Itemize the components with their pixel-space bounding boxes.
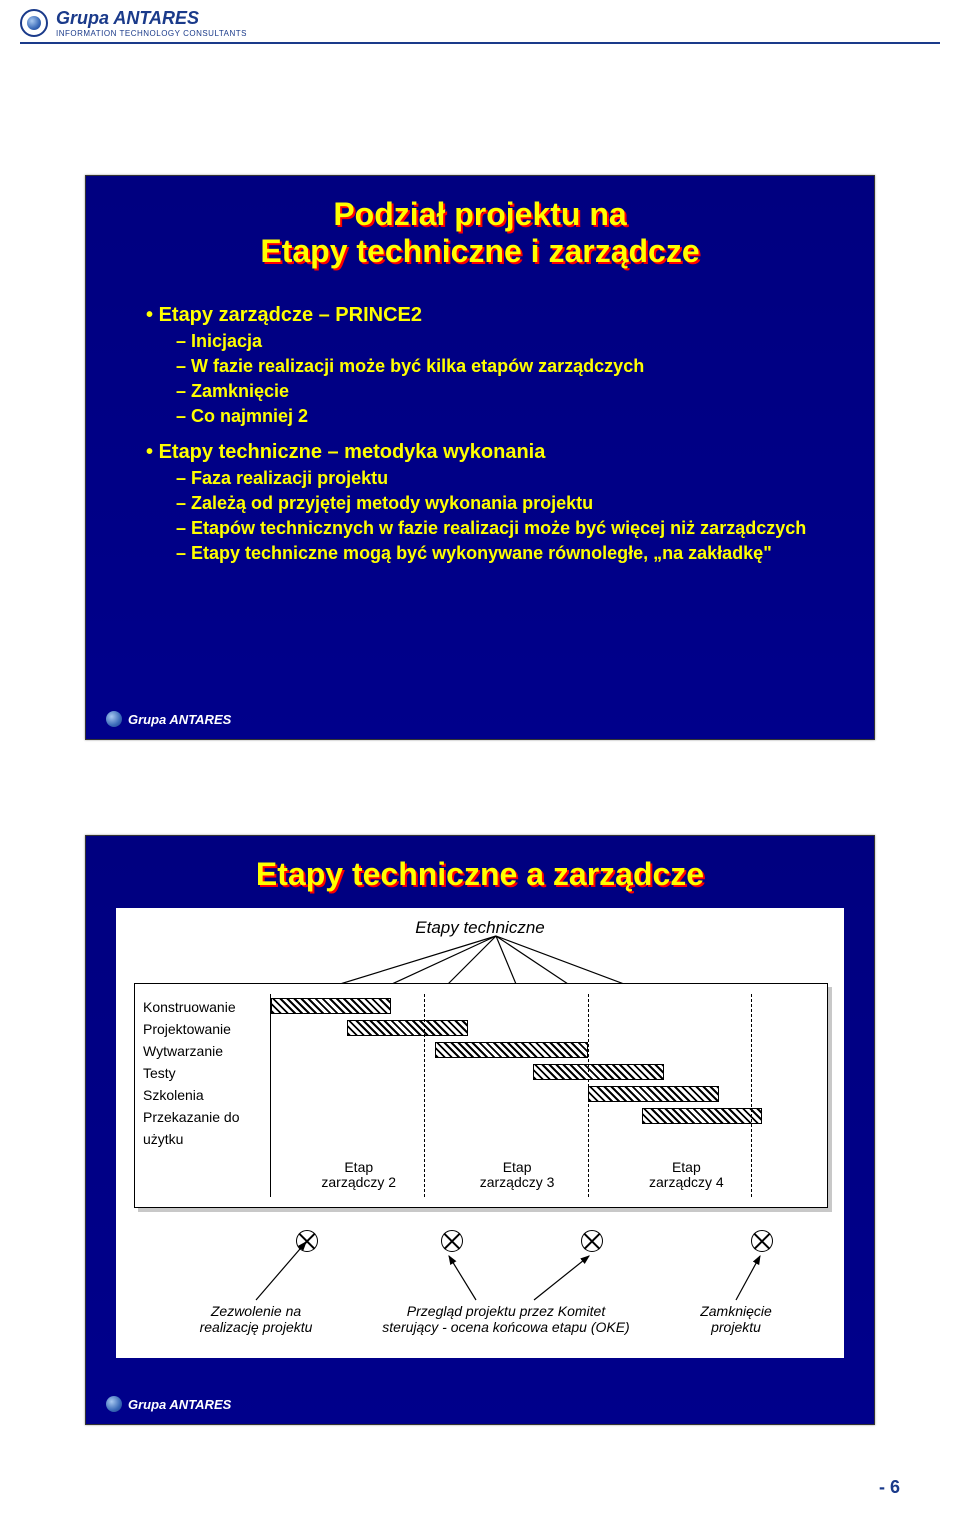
slide2-footer: Grupa ANTARES <box>106 1396 231 1412</box>
milestone-icon <box>296 1230 318 1252</box>
gantt-bar <box>642 1108 762 1124</box>
gantt-row-label: Szkolenia <box>143 1084 240 1106</box>
slide1-footer-text: Grupa ANTARES <box>128 712 231 727</box>
slide1-b1-2: W fazie realizacji może być kilka etapów… <box>176 356 814 377</box>
gantt-row-labels: KonstruowanieProjektowanieWytwarzanieTes… <box>143 996 240 1150</box>
logo-icon <box>20 9 48 37</box>
slide1-b1: Etapy zarządcze – PRINCE2 <box>146 304 814 327</box>
slide1-content: Etapy zarządcze – PRINCE2 Inicjacja W fa… <box>86 280 874 578</box>
page-number: - 6 <box>879 1477 900 1498</box>
brand-text: Grupa ANTARES INFORMATION TECHNOLOGY CON… <box>56 8 247 38</box>
slide1-b1-1: Inicjacja <box>176 331 814 352</box>
gantt-row-label: Konstruowanie <box>143 996 240 1018</box>
slide1-b2-3: Etapów technicznych w fazie realizacji m… <box>176 518 814 539</box>
gantt-vline <box>588 994 589 1197</box>
gantt-area: Etapzarządczy 2 Etapzarządczy 3 Etapzarząd… <box>270 994 817 1197</box>
brand-subtitle: INFORMATION TECHNOLOGY CONSULTANTS <box>56 29 247 38</box>
slide1-b2-1: Faza realizacji projektu <box>176 468 814 489</box>
stage-label: Etapzarządczy 2 <box>304 1160 414 1191</box>
gantt-row-label: Wytwarzanie <box>143 1040 240 1062</box>
footer-logo-icon <box>106 711 122 727</box>
logo-inner-icon <box>27 16 41 30</box>
slide2-diagram: Etapy techniczne KonstruowanieProjektowa… <box>116 908 844 1358</box>
page-header: Grupa ANTARES INFORMATION TECHNOLOGY CON… <box>20 8 940 44</box>
slide1-title-line2: Etapy techniczne i zarządcze <box>260 233 699 269</box>
gantt-bar <box>347 1020 467 1036</box>
diagram-annotation: Zezwolenie narealizację projektu <box>171 1303 341 1335</box>
footer-logo-icon <box>106 1396 122 1412</box>
slide-2: Etapy techniczne a zarządcze Etapy techn… <box>85 835 875 1425</box>
gantt-row-label: Projektowanie <box>143 1018 240 1040</box>
gantt-bar <box>271 998 391 1014</box>
diagram-annotation: Zamknięcieprojektu <box>676 1303 796 1335</box>
stage-label: Etapzarządczy 3 <box>462 1160 572 1191</box>
milestone-icon <box>441 1230 463 1252</box>
gantt-bar <box>435 1042 588 1058</box>
milestone-icon <box>751 1230 773 1252</box>
slide2-title: Etapy techniczne a zarządcze <box>116 856 844 893</box>
gantt-row-label: Testy <box>143 1062 240 1084</box>
slide1-b1-4: Co najmniej 2 <box>176 406 814 427</box>
slide-1: Podział projektu na Etapy techniczne i z… <box>85 175 875 740</box>
slide1-b2: Etapy techniczne – metodyka wykonania <box>146 441 814 464</box>
gantt-row-label: Przekazanie do <box>143 1106 240 1128</box>
slide2-footer-text: Grupa ANTARES <box>128 1397 231 1412</box>
slide1-title-line1: Podział projektu na <box>333 196 626 232</box>
milestone-icon <box>581 1230 603 1252</box>
gantt-vline <box>751 994 752 1197</box>
gantt-vline <box>424 994 425 1197</box>
gantt-box: KonstruowanieProjektowanieWytwarzanieTes… <box>134 983 828 1208</box>
diagram-annotation: Przegląd projektu przez Komitetsterujący… <box>351 1303 661 1335</box>
slide1-b2-2: Zależą od przyjętej metody wykonania pro… <box>176 493 814 514</box>
stage-label: Etapzarządczy 4 <box>631 1160 741 1191</box>
gantt-bar <box>533 1064 664 1080</box>
slide1-b1-3: Zamknięcie <box>176 381 814 402</box>
brand-name: Grupa ANTARES <box>56 8 247 29</box>
gantt-bar <box>588 1086 719 1102</box>
slide1-footer: Grupa ANTARES <box>106 711 231 727</box>
slide1-title: Podział projektu na Etapy techniczne i z… <box>116 196 844 270</box>
gantt-row-label: użytku <box>143 1128 240 1150</box>
slide1-b2-4: Etapy techniczne mogą być wykonywane rów… <box>176 543 814 564</box>
